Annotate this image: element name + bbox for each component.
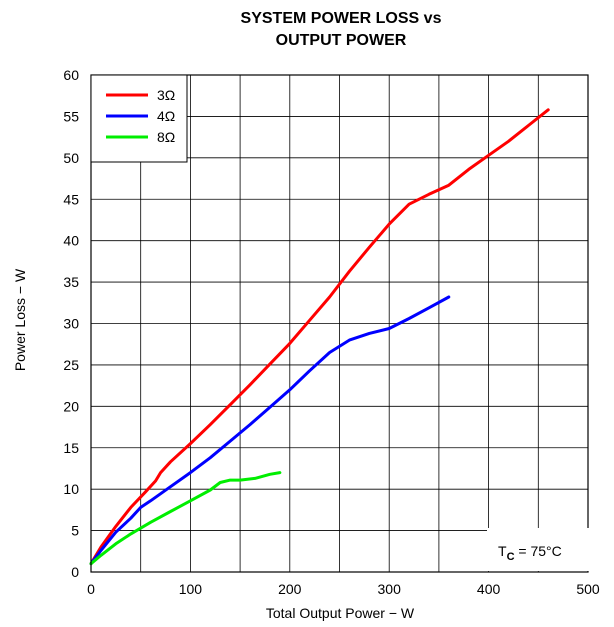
y-tick-label: 35 (63, 274, 79, 290)
y-tick-label: 10 (63, 481, 79, 497)
x-tick-label: 500 (576, 581, 600, 597)
x-axis-label: Total Output Power − W (266, 605, 415, 621)
y-axis-label: Power Loss − W (12, 268, 28, 371)
y-tick-label: 40 (63, 233, 79, 249)
legend-label: 8Ω (157, 129, 175, 145)
x-tick-label: 300 (378, 581, 402, 597)
x-tick-label: 100 (179, 581, 203, 597)
y-tick-label: 55 (63, 108, 79, 124)
y-tick-label: 25 (63, 357, 79, 373)
x-tick-label: 400 (477, 581, 501, 597)
temperature-note-subscript: C (507, 551, 515, 563)
series-line-0 (89, 108, 550, 566)
y-tick-label: 45 (63, 191, 79, 207)
legend-label: 3Ω (157, 87, 175, 103)
y-tick-label: 5 (71, 523, 79, 539)
temperature-note-text: TC = 75°C (498, 543, 562, 563)
chart-title-line-1: SYSTEM POWER LOSS vs (241, 10, 442, 27)
y-tick-label: 20 (63, 398, 79, 414)
temperature-note-rest: = 75°C (515, 543, 562, 559)
temperature-note-box (487, 528, 590, 571)
y-tick-label: 30 (63, 316, 79, 332)
tick-labels: 0 100 200 300 400 500 0 5 10 15 20 25 30 35 40 45 50 55 60 (63, 67, 599, 597)
plot-frame (90, 74, 589, 573)
legend: 3Ω 4Ω 8Ω (90, 74, 188, 163)
y-tick-label: 0 (71, 564, 79, 580)
y-tick-label: 15 (63, 440, 79, 456)
x-tick-label: 200 (278, 581, 302, 597)
y-tick-label: 60 (63, 67, 79, 83)
temperature-note: TC = 75°C (487, 528, 590, 571)
chart-title-line-2: OUTPUT POWER (276, 32, 407, 49)
series-line-2 (89, 471, 282, 566)
legend-box (90, 74, 188, 163)
temperature-note-main: T (498, 543, 507, 559)
x-tick-label: 0 (87, 581, 95, 597)
legend-label: 4Ω (157, 108, 175, 124)
series-line-1 (89, 295, 451, 566)
series-lines (89, 108, 550, 566)
y-tick-label: 50 (63, 150, 79, 166)
grid (91, 75, 588, 572)
